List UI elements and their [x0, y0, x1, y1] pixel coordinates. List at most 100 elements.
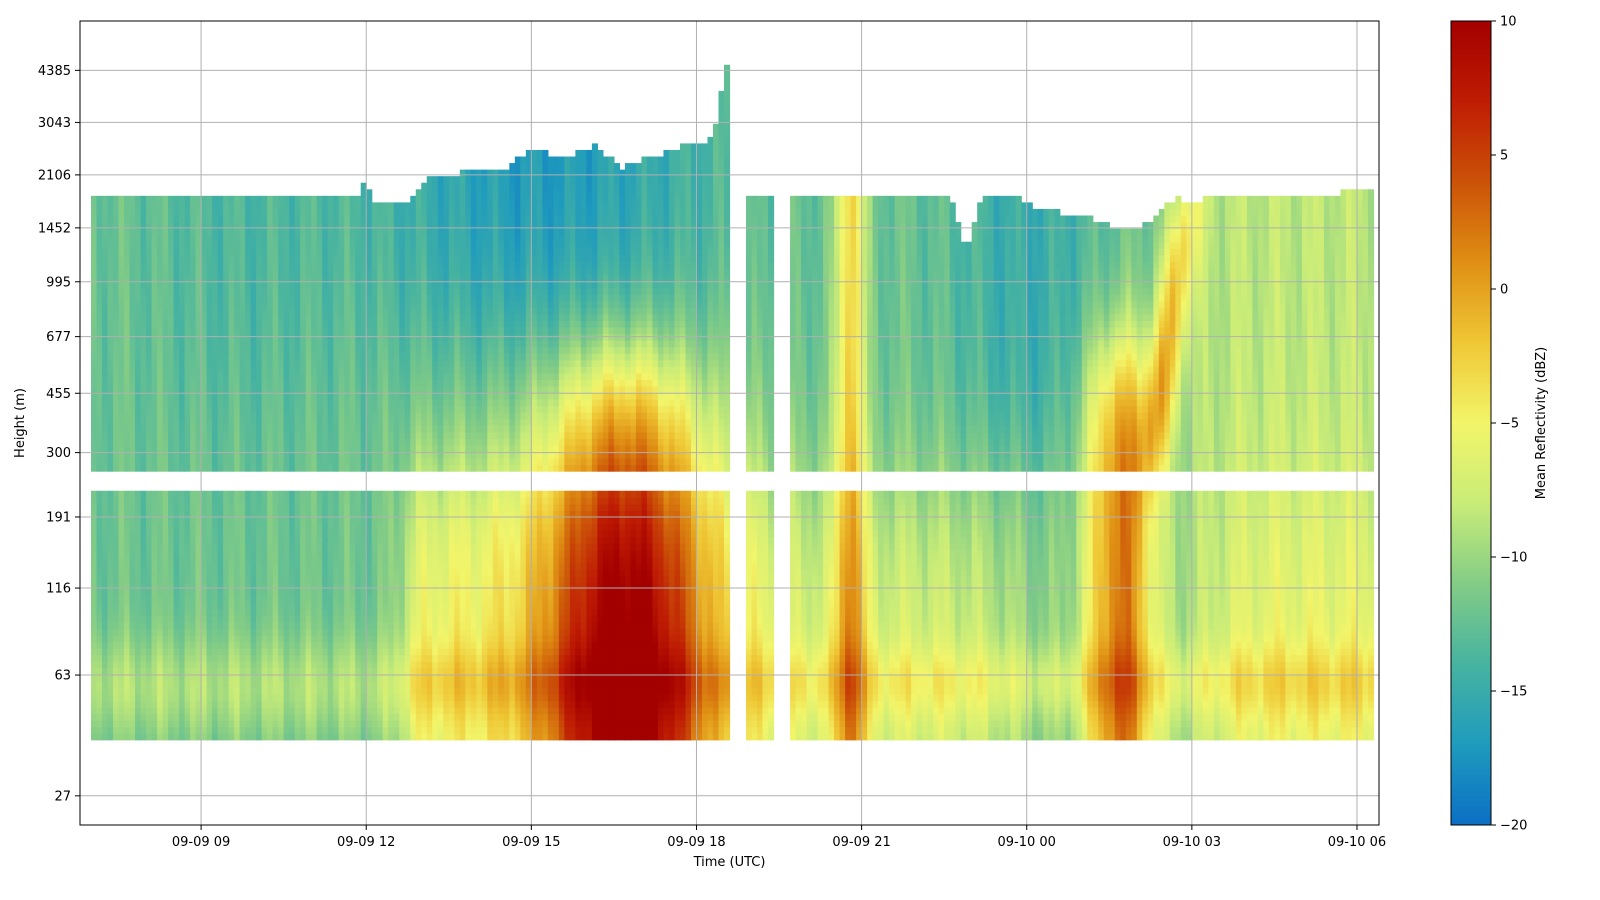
- heatmap-cell: [344, 563, 350, 570]
- heatmap-cell: [185, 399, 191, 406]
- heatmap-cell: [245, 648, 251, 655]
- heatmap-cell: [168, 668, 174, 675]
- heatmap-cell: [102, 537, 108, 544]
- heatmap-cell: [344, 347, 350, 354]
- heatmap-cell: [355, 524, 361, 531]
- heatmap-cell: [267, 274, 273, 281]
- heatmap-cell: [185, 202, 191, 209]
- heatmap-cell: [405, 366, 411, 373]
- heatmap-cell: [328, 517, 334, 524]
- heatmap-cell: [130, 576, 136, 583]
- heatmap-cell: [399, 622, 405, 629]
- heatmap-cell: [113, 694, 119, 701]
- heatmap-cell: [388, 366, 394, 373]
- heatmap-cell: [328, 733, 334, 740]
- heatmap-cell: [245, 301, 251, 308]
- heatmap-cell: [333, 353, 339, 360]
- heatmap-cell: [366, 438, 372, 445]
- heatmap-cell: [383, 432, 389, 439]
- heatmap-cell: [344, 261, 350, 268]
- heatmap-cell: [322, 563, 328, 570]
- heatmap-cell: [141, 537, 147, 544]
- heatmap-cell: [366, 412, 372, 419]
- heatmap-cell: [190, 255, 196, 262]
- heatmap-cell: [284, 419, 290, 426]
- heatmap-cell: [421, 648, 427, 655]
- heatmap-cell: [432, 589, 438, 596]
- heatmap-cell: [201, 353, 207, 360]
- heatmap-cell: [300, 353, 306, 360]
- heatmap-cell: [141, 353, 147, 360]
- heatmap-cell: [344, 615, 350, 622]
- heatmap-cell: [119, 537, 125, 544]
- heatmap-cell: [355, 681, 361, 688]
- heatmap-cell: [124, 537, 130, 544]
- heatmap-cell: [328, 406, 334, 413]
- heatmap-cell: [284, 556, 290, 563]
- heatmap-cell: [262, 465, 268, 472]
- heatmap-cell: [190, 268, 196, 275]
- heatmap-cell: [108, 609, 114, 616]
- heatmap-cell: [146, 255, 152, 262]
- heatmap-cell: [102, 406, 108, 413]
- heatmap-cell: [146, 216, 152, 223]
- heatmap-cell: [317, 465, 323, 472]
- heatmap-cell: [284, 202, 290, 209]
- heatmap-cell: [234, 517, 240, 524]
- heatmap-cell: [108, 550, 114, 557]
- heatmap-cell: [405, 504, 411, 511]
- heatmap-cell: [141, 583, 147, 590]
- heatmap-cell: [218, 550, 224, 557]
- heatmap-cell: [97, 655, 103, 662]
- heatmap-cell: [377, 288, 383, 295]
- heatmap-cell: [218, 707, 224, 714]
- heatmap-cell: [157, 576, 163, 583]
- heatmap-cell: [372, 491, 378, 498]
- heatmap-cell: [174, 655, 180, 662]
- heatmap-cell: [256, 556, 262, 563]
- heatmap-cell: [416, 694, 422, 701]
- heatmap-cell: [141, 569, 147, 576]
- heatmap-cell: [317, 628, 323, 635]
- heatmap-cell: [113, 648, 119, 655]
- heatmap-cell: [152, 648, 158, 655]
- heatmap-cell: [295, 301, 301, 308]
- heatmap-cell: [229, 681, 235, 688]
- heatmap-cell: [240, 733, 246, 740]
- heatmap-cell: [179, 399, 185, 406]
- heatmap-cell: [207, 288, 213, 295]
- heatmap-cell: [262, 255, 268, 262]
- heatmap-cell: [190, 504, 196, 511]
- heatmap-cell: [229, 432, 235, 439]
- heatmap-cell: [405, 445, 411, 452]
- heatmap-cell: [421, 681, 427, 688]
- heatmap-cell: [240, 438, 246, 445]
- heatmap-cell: [190, 530, 196, 537]
- heatmap-cell: [256, 307, 262, 314]
- heatmap-cell: [223, 694, 229, 701]
- heatmap-cell: [130, 432, 136, 439]
- heatmap-cell: [157, 622, 163, 629]
- heatmap-cell: [245, 714, 251, 721]
- heatmap-cell: [135, 517, 141, 524]
- heatmap-cell: [416, 707, 422, 714]
- heatmap-cell: [223, 720, 229, 727]
- heatmap-cell: [366, 602, 372, 609]
- heatmap-cell: [141, 425, 147, 432]
- heatmap-cell: [339, 379, 345, 386]
- heatmap-cell: [91, 196, 97, 203]
- heatmap-cell: [113, 556, 119, 563]
- heatmap-cell: [322, 655, 328, 662]
- heatmap-cell: [416, 609, 422, 616]
- heatmap-cell: [306, 635, 312, 642]
- heatmap-cell: [295, 694, 301, 701]
- heatmap-cell: [179, 648, 185, 655]
- heatmap-cell: [251, 353, 257, 360]
- heatmap-cell: [311, 556, 317, 563]
- heatmap-cell: [245, 288, 251, 295]
- heatmap-cell: [168, 432, 174, 439]
- heatmap-cell: [130, 609, 136, 616]
- heatmap-cell: [322, 648, 328, 655]
- heatmap-cell: [108, 399, 114, 406]
- heatmap-cell: [146, 425, 152, 432]
